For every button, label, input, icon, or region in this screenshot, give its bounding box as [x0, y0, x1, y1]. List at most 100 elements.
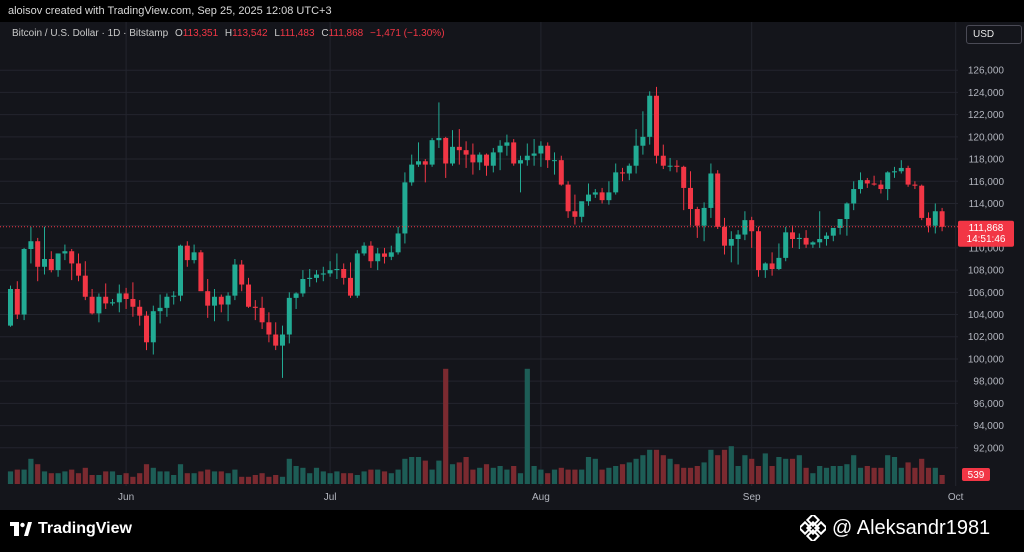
- candle: [103, 283, 109, 309]
- candle: [858, 172, 863, 194]
- low-value: 111,483: [279, 28, 315, 39]
- candle: [123, 287, 129, 309]
- candle-body: [871, 183, 877, 185]
- candle: [150, 305, 156, 355]
- symbol-name[interactable]: Bitcoin / U.S. Dollar · 1D · Bitstamp: [12, 28, 169, 39]
- candle-body: [497, 145, 503, 153]
- y-tick-label: 96,000: [973, 399, 1004, 410]
- volume-bar: [694, 466, 700, 484]
- volume-bar: [368, 469, 374, 484]
- candle: [531, 139, 537, 166]
- candle-body: [157, 307, 163, 312]
- candle: [586, 183, 591, 206]
- volume-bar: [463, 457, 469, 484]
- candle: [674, 160, 680, 173]
- candle-body: [225, 295, 231, 305]
- change-value: −1,471 (−1.30%): [370, 28, 445, 39]
- symbol-legend: Bitcoin / U.S. Dollar · 1D · Bitstamp O1…: [12, 28, 445, 39]
- candle-body: [674, 165, 680, 167]
- volume-bar: [55, 473, 61, 484]
- candle: [76, 253, 81, 282]
- volume-bar: [531, 466, 537, 484]
- open-label: O: [174, 28, 183, 39]
- volume-bar: [313, 467, 320, 484]
- candle: [137, 300, 143, 326]
- currency-button[interactable]: USD: [966, 25, 1022, 44]
- author-handle: @ Aleksandr1981: [832, 516, 991, 539]
- candle: [511, 139, 517, 166]
- candle: [694, 206, 700, 238]
- candle: [422, 159, 428, 183]
- volume-tag-value: 539: [968, 470, 985, 481]
- candle: [844, 202, 850, 236]
- candle-body: [48, 259, 54, 271]
- candle: [239, 260, 245, 292]
- candle: [218, 294, 224, 313]
- candle: [368, 241, 374, 268]
- open-value: 113,351: [182, 28, 219, 39]
- candle: [388, 245, 394, 261]
- volume-bar: [388, 473, 394, 484]
- candle-body: [382, 253, 387, 257]
- candle: [490, 147, 496, 173]
- candle-body: [803, 237, 809, 245]
- volume-bar: [171, 475, 177, 484]
- y-tick-label: 108,000: [968, 266, 1005, 277]
- volume-bar: [334, 471, 340, 484]
- volume-bar: [137, 473, 143, 484]
- volume-bar: [640, 455, 646, 484]
- candle-body: [76, 263, 81, 276]
- volume-bar: [585, 457, 592, 484]
- high-label: H: [224, 28, 233, 39]
- candle-body: [790, 232, 795, 240]
- volume-bar: [177, 464, 184, 484]
- candle: [803, 230, 809, 248]
- candle-body: [232, 264, 238, 296]
- y-axis: 92,000 94,000 96,000 98,000 100,000 102,000 10…: [968, 66, 1005, 455]
- tradingview-brand[interactable]: TradingView: [10, 520, 132, 538]
- volume-bar: [266, 476, 272, 484]
- volume-bar: [490, 467, 496, 484]
- candle-body: [42, 259, 47, 267]
- candle: [191, 244, 197, 264]
- candle: [524, 143, 530, 166]
- candle: [144, 311, 149, 351]
- candle-body: [667, 165, 673, 167]
- candle: [565, 181, 571, 218]
- candle-body: [538, 145, 544, 154]
- candle-body: [314, 274, 319, 278]
- volume-bar: [35, 464, 41, 484]
- volume-bar: [783, 458, 789, 484]
- candle: [756, 226, 761, 277]
- candle-body: [858, 180, 863, 190]
- volume-bar: [647, 449, 653, 484]
- brand-name: TradingView: [38, 520, 132, 537]
- candle-body: [640, 136, 646, 146]
- volume-bar: [517, 473, 524, 484]
- candle-body: [123, 293, 129, 299]
- candle-body: [341, 268, 347, 278]
- candle-body: [606, 192, 612, 201]
- volume-bar: [273, 475, 279, 484]
- candle-body: [150, 311, 156, 343]
- candle-body: [293, 293, 299, 298]
- chart-panel[interactable]: [0, 22, 1024, 510]
- volume-bar: [198, 471, 204, 484]
- y-tick-label: 120,000: [968, 132, 1005, 143]
- candle: [912, 181, 918, 190]
- candle-body: [198, 252, 204, 292]
- candle-body: [14, 288, 20, 315]
- volume-bar: [286, 458, 292, 484]
- volume-bar: [606, 467, 612, 484]
- volume-bar: [504, 469, 510, 484]
- volume-bar: [449, 464, 456, 484]
- candle: [300, 270, 306, 297]
- candle: [14, 281, 20, 319]
- candle-body: [783, 232, 789, 258]
- candle: [837, 219, 843, 235]
- candle-body: [817, 239, 823, 243]
- volume-bar: [551, 469, 558, 484]
- candle-body: [388, 252, 394, 257]
- candle: [171, 291, 177, 305]
